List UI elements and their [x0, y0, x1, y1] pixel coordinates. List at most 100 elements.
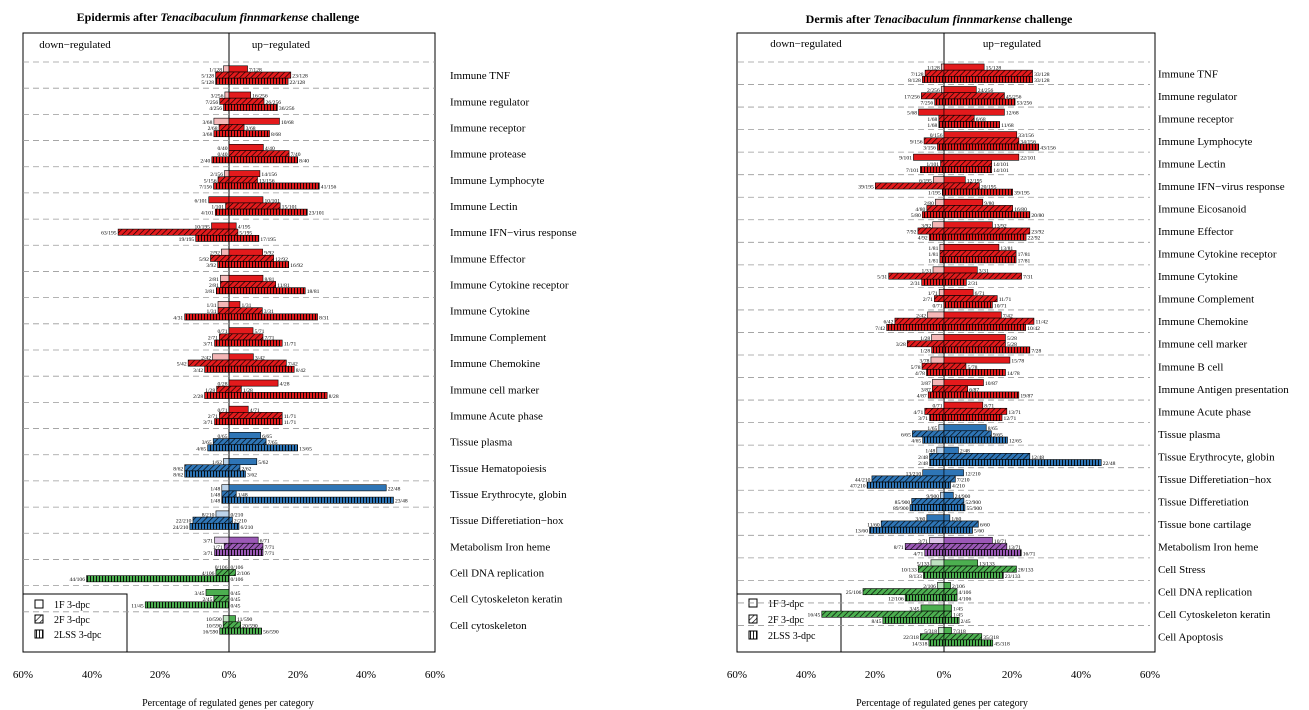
bar-data-label: 3/45 [195, 591, 205, 597]
bar-data-label: 7/128 [249, 67, 262, 73]
bar-data-label: 23/48 [395, 499, 408, 505]
bar-up-series-1 [943, 266, 978, 274]
bar-down-series-1 [939, 243, 945, 251]
category-label: Immune Lymphocyte [1158, 136, 1253, 148]
bar-pattern-overlay [862, 588, 944, 595]
bar-data-label: 17/256 [904, 94, 920, 100]
bar-data-label: 2/80 [924, 201, 934, 207]
bar-data-label: 1/128 [209, 67, 222, 73]
bar-data-label: 3/42 [193, 368, 203, 374]
bar-data-label: 0/40 [218, 152, 228, 158]
bar-data-label: 1/101 [211, 205, 224, 211]
bar-pattern-overlay [942, 189, 944, 196]
bar-data-label: 2/156 [210, 172, 223, 178]
bar-data-label: 8/71 [984, 404, 994, 410]
bar-pattern-overlay [229, 497, 394, 504]
bar-pattern-overlay [944, 160, 992, 167]
bar-data-label: 5/60 [974, 529, 984, 535]
bar-data-label: 6/65 [262, 434, 272, 440]
bar-up-series-1 [228, 379, 279, 387]
bar-data-label: 3/92 [921, 223, 931, 229]
bar-data-label: 20/590 [242, 623, 258, 629]
bar-pattern-overlay [229, 386, 242, 393]
bar-data-label: 3/65 [202, 440, 212, 446]
bar-data-label: 11/71 [999, 297, 1012, 303]
bar-up-series-1 [943, 401, 984, 409]
bar-pattern-overlay [929, 414, 944, 421]
bar-data-label: 22/210 [176, 519, 192, 525]
bar-data-label: 7/31 [1023, 275, 1033, 281]
bar-down-series-1 [221, 484, 230, 492]
x-tick-label: 60% [425, 669, 445, 681]
bar-data-label: 8/45 [871, 619, 881, 625]
bar-data-label: 5/78 [911, 365, 921, 371]
bar-data-label: 4/80 [915, 207, 925, 213]
bar-data-label: 9/92 [264, 251, 274, 257]
bar-down-series-1 [913, 153, 945, 161]
bar-data-label: 1/28 [205, 388, 215, 394]
bar-pattern-overlay [929, 453, 944, 460]
bar-pattern-overlay [229, 392, 328, 399]
bar-pattern-overlay [944, 594, 958, 601]
category-label: Immune Chemokine [1158, 316, 1248, 328]
bar-data-label: 3/31 [979, 268, 989, 274]
bar-data-label: 12/210 [965, 471, 981, 477]
bar-up-series-1 [943, 379, 984, 387]
bar-up-series-1 [943, 221, 993, 229]
bar-data-label: 2/71 [208, 414, 218, 420]
bar-pattern-overlay [229, 71, 291, 79]
bar-data-label: 5/92 [199, 257, 209, 263]
dermis-plot-frame [736, 32, 1156, 653]
bar-pattern-overlay [229, 287, 306, 294]
bar-data-label: 3/78 [920, 359, 930, 365]
bar-pattern-overlay [219, 333, 229, 341]
bar-pattern-overlay [944, 279, 967, 286]
bar-pattern-overlay [882, 617, 944, 624]
bar-pattern-overlay [921, 279, 944, 286]
bar-pattern-overlay [944, 301, 993, 308]
bar-data-label: 15/78 [1011, 359, 1024, 365]
bar-pattern-overlay [944, 504, 965, 511]
bar-data-label: 44/210 [855, 477, 871, 483]
category-label: Cell DNA replication [1158, 587, 1253, 599]
bar-data-label: 3/71 [918, 539, 928, 545]
bar-data-label: 1/48 [210, 493, 220, 499]
bar-data-label: 45/318 [994, 641, 1010, 647]
bar-data-label: 8/133 [909, 574, 922, 580]
bar-data-label: 0/210 [231, 512, 244, 518]
bar-data-label: 7/318 [953, 629, 966, 635]
bar-data-label: 33/156 [1018, 133, 1034, 139]
bar-data-label: 2/42 [201, 355, 211, 361]
bar-up-series-1 [228, 301, 241, 308]
category-label: Cell Stress [1158, 564, 1205, 576]
bar-up-series-1 [228, 65, 248, 73]
bar-pattern-overlay [926, 369, 944, 376]
bar-data-label: 5/28 [1007, 336, 1017, 342]
bar-data-label: 4/71 [250, 408, 260, 414]
bar-pattern-overlay [229, 235, 259, 242]
x-tick-label: 60% [13, 669, 33, 681]
bar-data-label: 9/900 [926, 494, 939, 500]
category-label: Immune Chemokine [450, 358, 540, 370]
legend-swatch-open [34, 599, 44, 609]
bar-pattern-overlay [944, 143, 1039, 151]
bar-data-label: 8/62 [173, 466, 183, 472]
bar-pattern-overlay [229, 98, 265, 105]
bar-data-label: 4/210 [952, 484, 965, 490]
bar-data-label: 6/71 [260, 539, 270, 545]
bar-pattern-overlay [944, 363, 966, 370]
category-label: Tissue bone cartilage [1158, 519, 1251, 531]
bar-down-series-1 [931, 334, 945, 341]
bar-data-label: 0/45 [231, 603, 241, 609]
bar-data-label: 6/210 [240, 525, 253, 531]
bar-data-label: 7/42 [288, 362, 298, 368]
bar-down-series-1 [932, 379, 945, 387]
bar-down-series-1 [212, 353, 230, 361]
bar-down-series-1 [935, 198, 945, 206]
bar-data-label: 8/31 [319, 315, 329, 321]
bar-data-label: 13/92 [994, 223, 1007, 229]
bar-pattern-overlay [229, 307, 263, 314]
bar-data-label: 6/195 [919, 178, 932, 184]
bar-data-label: 3/156 [923, 146, 936, 152]
bar-data-label: 39/195 [858, 184, 874, 190]
